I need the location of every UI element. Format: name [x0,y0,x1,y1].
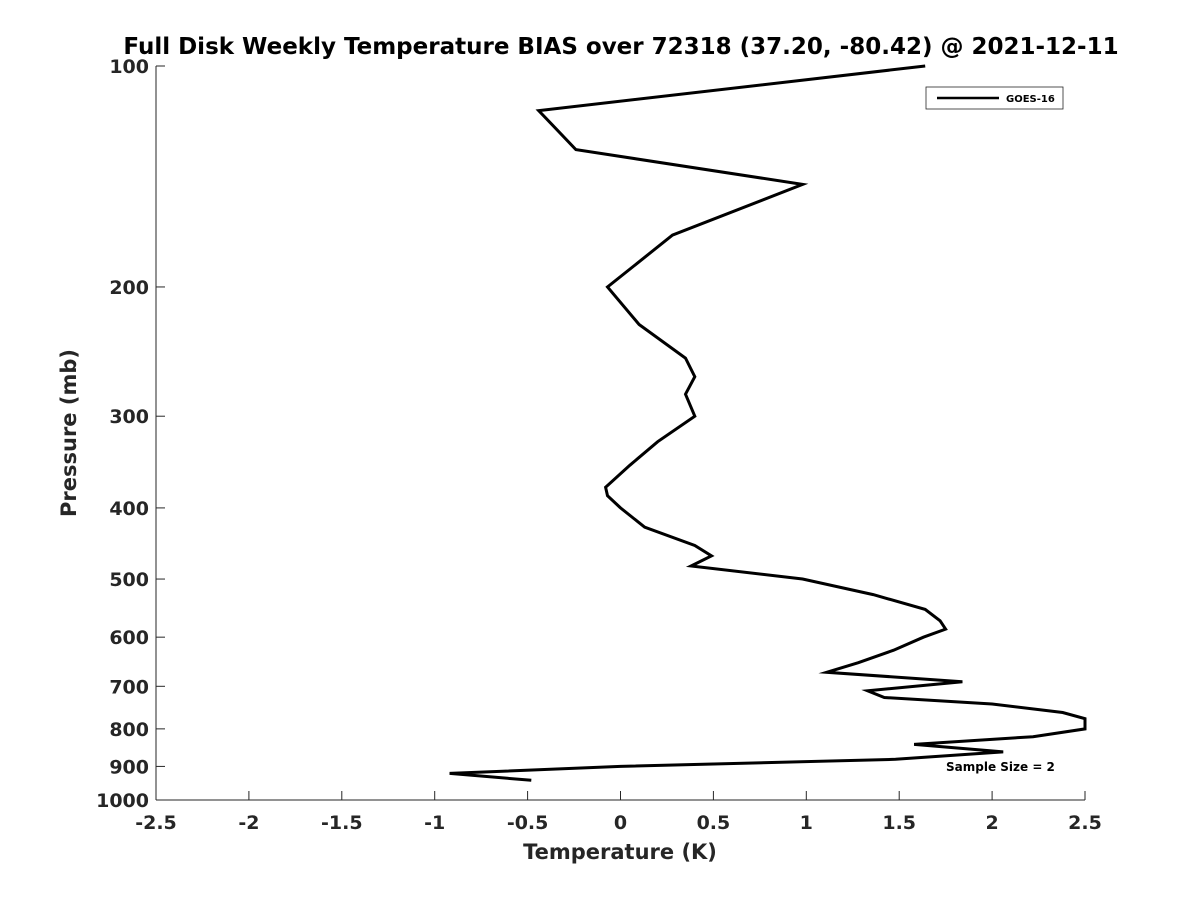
y-tick-label: 300 [109,406,149,428]
x-tick-label: 2.5 [1068,812,1102,834]
x-axis-label: Temperature (K) [523,840,717,864]
y-tick-label: 800 [109,719,149,741]
y-axis-label: Pressure (mb) [57,349,81,517]
x-tick-label: 2 [985,812,998,834]
legend: GOES-16 [925,86,1064,110]
sample-size-annotation: Sample Size = 2 [946,760,1055,774]
y-tick-label: 900 [109,756,149,778]
x-tick-label: -2.5 [135,812,177,834]
y-tick-label: 400 [109,498,149,520]
y-axis-ticks: 100 200 300 400 500 600 700 800 900 1000 [96,56,165,812]
x-tick-label: 1 [800,812,813,834]
x-axis-ticks: -2.5 -2 -1.5 -1 -0.5 0 0.5 1 1.5 2 2.5 [135,791,1102,834]
y-tick-label: 700 [109,676,149,698]
x-tick-label: -2 [238,812,259,834]
y-tick-label: 600 [109,627,149,649]
x-tick-label: -1.5 [321,812,363,834]
y-tick-label: 200 [109,277,149,299]
series-layer [449,64,1087,782]
y-tick-label: 500 [109,569,149,591]
x-tick-label: 0 [614,812,627,834]
legend-label-goes-16: GOES-16 [1006,94,1055,105]
series-line-goes-16 [449,64,1087,782]
chart-title: Full Disk Weekly Temperature BIAS over 7… [123,34,1118,60]
y-tick-label: 1000 [96,790,149,812]
x-tick-label: -1 [424,812,445,834]
x-tick-label: -0.5 [507,812,549,834]
x-tick-label: 1.5 [882,812,916,834]
y-tick-label: 100 [109,56,149,78]
x-tick-label: 0.5 [697,812,731,834]
